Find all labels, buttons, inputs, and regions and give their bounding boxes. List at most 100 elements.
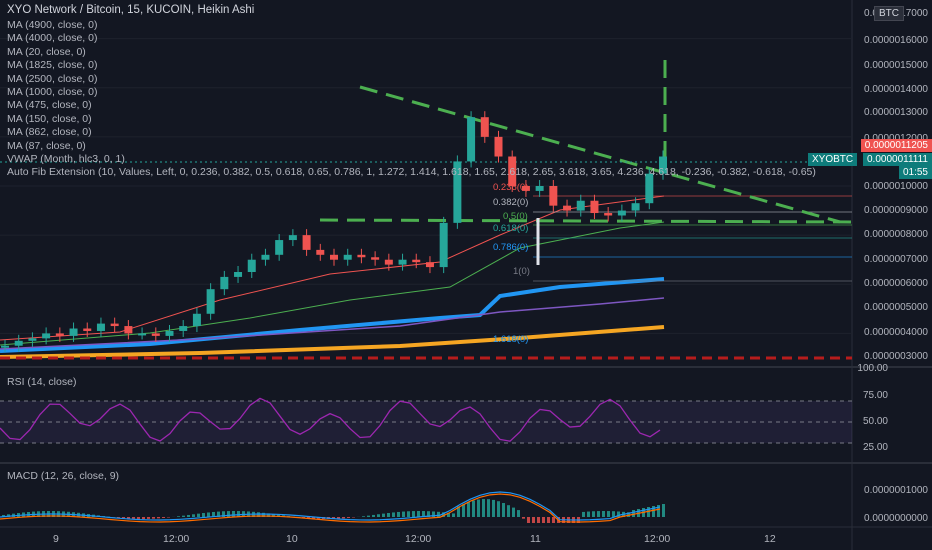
ma-line-orange (0, 325, 665, 359)
fib-level-label: 0.618(0) (493, 223, 529, 234)
macd-bar (417, 511, 420, 517)
macd-bar (237, 511, 240, 517)
currency-badge[interactable]: BTC (874, 6, 904, 21)
macd-bar (377, 514, 380, 517)
macd-bar (452, 513, 455, 517)
macd-bar (177, 516, 180, 517)
candle-body (453, 161, 462, 223)
macd-bar (517, 510, 520, 517)
macd-bar (407, 511, 410, 517)
macd-bar (307, 517, 310, 519)
time-tick-label: 12:00 (163, 533, 190, 545)
indicator-item[interactable]: MA (1825, close, 0) (7, 59, 98, 72)
macd-bar (367, 515, 370, 517)
candle-body (439, 222, 448, 268)
macd-bar (262, 512, 265, 517)
price-tick-label: 0.0000012000 (864, 133, 928, 144)
macd-bar (397, 511, 400, 517)
macd-bar (142, 517, 145, 519)
ma-line-green (0, 221, 665, 346)
candle-body (275, 240, 284, 255)
candle-body (138, 333, 147, 336)
rsi-tick-label: 75.00 (862, 390, 888, 401)
macd-bar (532, 517, 535, 523)
candle-body (28, 338, 37, 341)
macd-title: MACD (12, 26, close, 9) (7, 470, 120, 482)
candle-body (371, 257, 380, 260)
rsi-line (0, 397, 661, 442)
fib-level-label: 0.236(0) (493, 182, 529, 193)
macd-bar (537, 517, 540, 523)
time-tick-label: 10 (286, 533, 298, 545)
macd-bar (507, 505, 510, 517)
indicator-item[interactable]: MA (150, close, 0) (7, 112, 92, 125)
indicator-item[interactable]: MA (862, close, 0) (7, 126, 92, 139)
indicator-item[interactable]: MA (2500, close, 0) (7, 72, 98, 85)
candle-body (234, 272, 243, 277)
rsi-title: RSI (14, close) (7, 376, 77, 388)
macd-bar (462, 504, 465, 517)
candle-body (659, 156, 667, 174)
candle-body (412, 259, 421, 263)
macd-bar (372, 514, 375, 517)
macd-bar (147, 517, 150, 519)
macd-bar (402, 511, 405, 517)
macd-bar (192, 514, 195, 517)
indicator-item[interactable]: VWAP (Month, hlc3, 0, 1) (7, 153, 125, 165)
macd-bar (162, 517, 165, 518)
macd-line (0, 491, 661, 521)
indicator-item[interactable]: MA (475, close, 0) (7, 99, 92, 112)
trend-line-descending (359, 85, 841, 224)
macd-bar (387, 512, 390, 517)
candle-body (261, 254, 270, 260)
indicator-item[interactable]: Auto Fib Extension (10, Values, Left, 0,… (7, 166, 816, 179)
macd-bar (442, 512, 445, 517)
macd-bar (437, 511, 440, 517)
countdown-tag: 01:55 (898, 166, 932, 179)
rsi-tick-label: 100.00 (857, 363, 888, 374)
macd-bar (657, 505, 660, 517)
indicator-item[interactable]: MA (4000, close, 0) (7, 32, 98, 45)
macd-bar (447, 512, 450, 517)
macd-bar (612, 511, 615, 517)
macd-bar (212, 511, 215, 517)
macd-bar (522, 517, 525, 519)
macd-bar (382, 513, 385, 517)
macd-tick-label: 0.0000001000 (864, 485, 928, 496)
macd-bar (227, 511, 230, 517)
ma-line-red (0, 195, 665, 341)
candle-body (425, 262, 434, 268)
macd-bar (487, 499, 490, 517)
fib-level-label: 0.786(0) (493, 242, 529, 253)
indicator-item[interactable]: MA (1000, close, 0) (7, 86, 98, 98)
candle-body (96, 323, 105, 331)
candle-body (55, 333, 64, 336)
macd-signal-line (0, 493, 661, 523)
candle-body (576, 200, 585, 211)
macd-bar (412, 511, 415, 517)
candle-body (549, 186, 558, 206)
indicator-item[interactable]: MA (20, close, 0) (7, 45, 86, 58)
macd-bar (152, 517, 155, 519)
candle-body (316, 249, 325, 255)
candle-body (467, 117, 476, 162)
macd-bar (392, 512, 395, 517)
price-tick-label: 0.0000003000 (864, 351, 928, 362)
candle-body (302, 235, 311, 250)
candle-body (1, 345, 9, 348)
macd-bar (202, 513, 205, 517)
macd-bar (472, 500, 475, 517)
candle-body (480, 117, 489, 137)
candle-body (645, 173, 654, 204)
macd-bar (2, 515, 5, 517)
macd-bar (482, 499, 485, 517)
macd-tick-label: 0.0000000000 (864, 513, 928, 524)
fib-level-label: 1.618(0) (493, 334, 529, 345)
macd-bar (492, 499, 495, 517)
indicator-item[interactable]: MA (4900, close, 0) (7, 19, 98, 31)
indicator-item[interactable]: MA (87, close, 0) (7, 139, 86, 152)
symbol-price-tag: 0.0000011111 (863, 153, 932, 166)
macd-bar (502, 503, 505, 517)
chart-title: XYO Network / Bitcoin, 15, KUCOIN, Heiki… (7, 4, 255, 16)
